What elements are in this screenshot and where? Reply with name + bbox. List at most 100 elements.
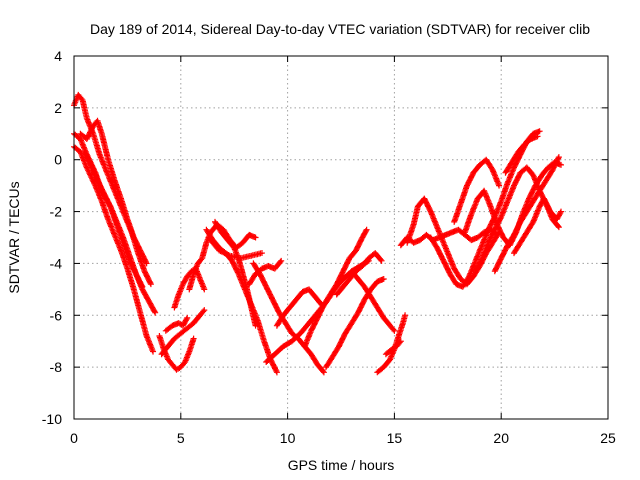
chart-title: Day 189 of 2014, Sidereal Day-to-day VTE… (90, 21, 590, 37)
data-point-markers (137, 309, 150, 338)
data-point-markers (504, 184, 517, 205)
data-point-markers (113, 221, 126, 245)
data-point-markers (171, 331, 183, 342)
data-point-markers (421, 195, 434, 214)
data-point-markers (393, 339, 403, 350)
data-point-markers (118, 247, 130, 271)
data-point-markers (526, 183, 538, 202)
data-point-marker (496, 182, 503, 189)
data-point-markers (81, 148, 94, 167)
data-point-marker (534, 133, 541, 140)
data-point-markers (239, 270, 250, 291)
data-point-markers (348, 311, 361, 327)
data-point-markers (212, 218, 224, 234)
data-point-markers (491, 215, 504, 233)
x-tick-label: 25 (600, 430, 616, 446)
data-point-markers (521, 137, 533, 148)
data-point-markers (199, 241, 209, 262)
data-point-markers (498, 181, 511, 205)
data-point-markers (498, 199, 510, 220)
data-point-marker (555, 154, 562, 161)
data-point-markers (98, 198, 111, 221)
data-point-markers (297, 321, 311, 337)
x-tick-label: 20 (493, 430, 509, 446)
data-point-marker (143, 260, 150, 267)
data-point-markers (502, 160, 515, 176)
data-point-markers (250, 260, 262, 276)
data-point-markers (353, 264, 365, 275)
data-point-markers (504, 165, 517, 186)
data-point-markers (280, 305, 292, 319)
data-point-markers (111, 177, 124, 201)
data-point-markers (256, 270, 269, 289)
data-point-markers (124, 265, 137, 291)
data-point-markers (427, 234, 440, 250)
data-point-marker (147, 281, 154, 288)
data-point-markers (359, 256, 371, 269)
data-point-markers (553, 209, 564, 223)
data-point-markers (508, 150, 521, 166)
data-point-markers (511, 171, 523, 189)
series-track (502, 133, 541, 176)
y-tick-label: 4 (54, 48, 62, 64)
data-point-markers (404, 222, 417, 246)
x-tick-label: 10 (280, 430, 296, 446)
data-point-markers (451, 265, 463, 281)
data-point-markers (141, 268, 154, 286)
data-point-markers (361, 283, 374, 299)
y-tick-label: -6 (50, 307, 63, 323)
data-point-markers (342, 321, 354, 337)
data-point-markers (306, 286, 318, 299)
data-point-markers (197, 308, 207, 319)
data-point-markers (517, 230, 529, 246)
data-point-marker (201, 307, 208, 314)
data-point-markers (489, 230, 502, 246)
data-point-markers (143, 333, 156, 354)
data-point-marker (397, 338, 404, 345)
data-point-markers (511, 220, 523, 238)
data-point-marker (201, 286, 208, 293)
data-point-markers (271, 258, 284, 272)
data-point-markers (216, 247, 232, 258)
data-point-markers (263, 283, 275, 302)
series-track (205, 234, 265, 262)
data-point-markers (118, 195, 130, 221)
data-point-markers (244, 286, 254, 309)
data-point-markers (479, 241, 491, 262)
series-track (212, 218, 259, 329)
data-point-markers (340, 256, 352, 275)
data-point-markers (504, 233, 517, 249)
data-point-markers (468, 197, 481, 218)
series-track (77, 117, 150, 267)
data-point-marker (252, 234, 259, 241)
data-point-markers (83, 124, 96, 142)
data-point-markers (348, 268, 361, 281)
data-point-markers (346, 248, 358, 262)
data-point-markers (90, 130, 103, 156)
data-point-markers (205, 234, 222, 253)
data-point-markers (130, 286, 143, 315)
series-track (333, 250, 385, 298)
axis-ticks: 0 5 10 15 20 25 -10 -8 -6 -4 -2 0 2 4 (42, 48, 616, 446)
series-track (382, 338, 404, 358)
data-point-marker (139, 283, 146, 290)
data-point-markers (440, 257, 453, 276)
data-point-marker (184, 314, 191, 321)
data-point-markers (434, 224, 446, 245)
data-point-markers (353, 235, 365, 254)
data-point-markers (177, 326, 189, 337)
data-point-markers (194, 256, 205, 267)
data-series (71, 91, 565, 376)
x-tick-label: 5 (177, 430, 185, 446)
data-point-markers (515, 142, 527, 155)
data-point-markers (224, 237, 237, 250)
data-point-marker (150, 348, 157, 355)
data-point-markers (479, 228, 491, 249)
data-point-markers (374, 304, 386, 320)
data-point-markers (333, 269, 346, 288)
data-point-markers (98, 130, 111, 162)
data-point-markers (280, 339, 294, 350)
data-point-marker (258, 250, 265, 257)
data-point-markers (434, 244, 446, 263)
data-point-markers (94, 177, 107, 196)
